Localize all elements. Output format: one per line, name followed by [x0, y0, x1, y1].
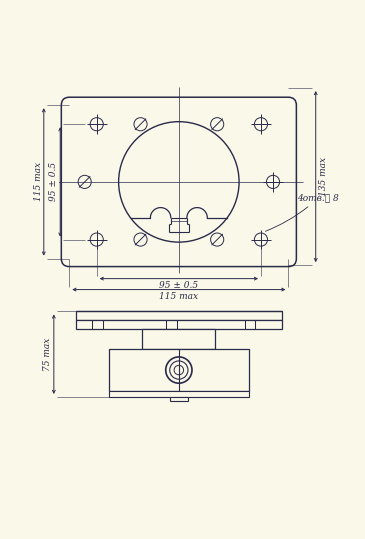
- Text: 115 max: 115 max: [159, 292, 199, 301]
- Text: 135 max: 135 max: [319, 157, 328, 196]
- Bar: [109, 349, 249, 391]
- Text: 95 ± 0.5: 95 ± 0.5: [49, 162, 58, 202]
- Bar: [109, 391, 249, 397]
- Bar: [142, 329, 215, 349]
- FancyBboxPatch shape: [61, 97, 296, 267]
- Bar: [76, 312, 282, 320]
- Text: 4отв.∅ 8: 4отв.∅ 8: [265, 194, 339, 231]
- Text: 115 max: 115 max: [34, 162, 43, 202]
- Bar: [76, 320, 282, 329]
- Text: 75 max: 75 max: [43, 337, 52, 371]
- Bar: [170, 397, 188, 400]
- Text: 95 ± 0.5: 95 ± 0.5: [159, 281, 199, 289]
